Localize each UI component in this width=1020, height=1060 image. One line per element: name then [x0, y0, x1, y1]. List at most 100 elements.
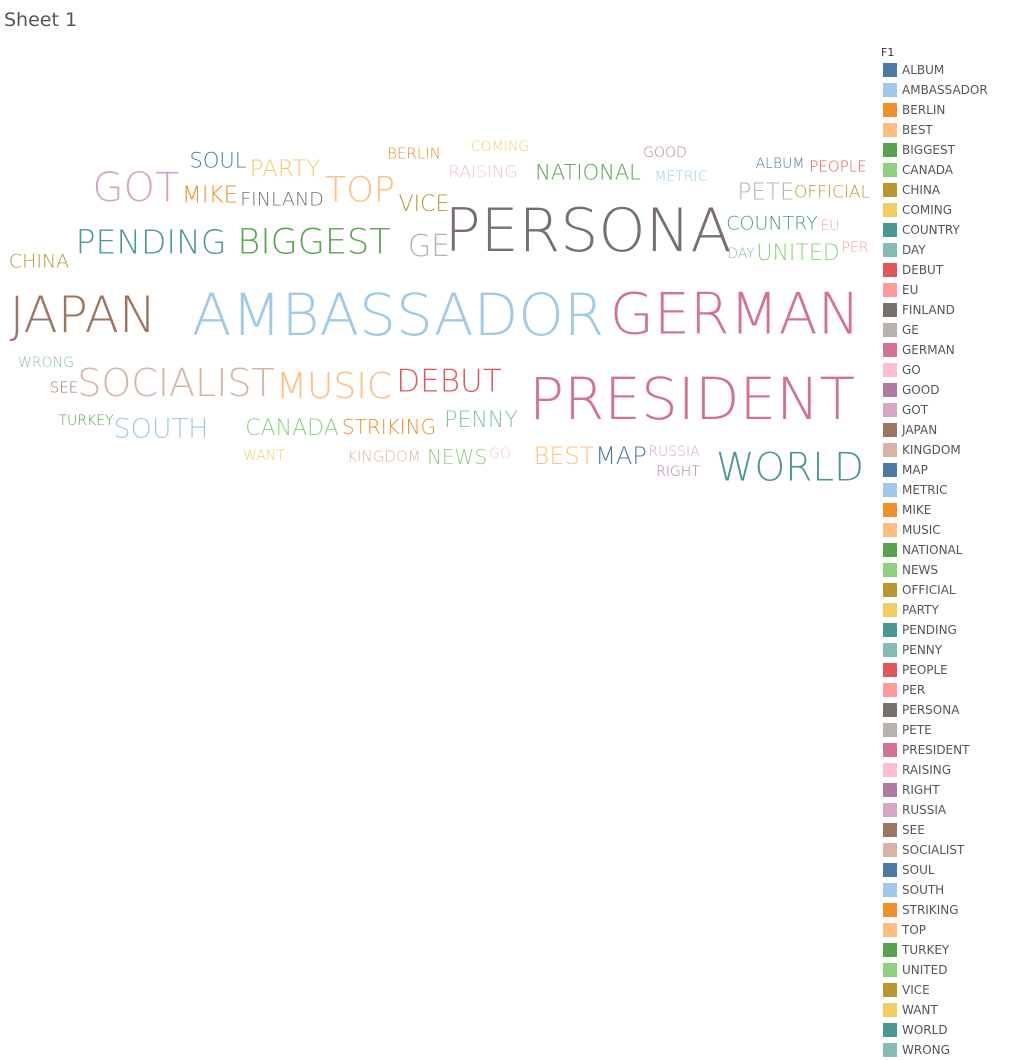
legend-item-mike[interactable]: MIKE	[881, 500, 1016, 520]
word-world: WORLD	[715, 445, 865, 491]
legend-item-go[interactable]: GO	[881, 360, 1016, 380]
legend-label: COMING	[902, 203, 952, 217]
legend-label: MAP	[902, 463, 928, 477]
word-pending: PENDING	[75, 222, 227, 262]
legend-label: ALBUM	[902, 63, 945, 77]
word-pete: PETE	[737, 179, 795, 206]
legend-item-canada[interactable]: CANADA	[881, 160, 1016, 180]
legend-label: MIKE	[902, 503, 932, 517]
legend-swatch	[883, 1043, 897, 1057]
legend-swatch	[883, 743, 897, 757]
legend-item-map[interactable]: MAP	[881, 460, 1016, 480]
legend-item-striking[interactable]: STRIKING	[881, 900, 1016, 920]
legend-item-russia[interactable]: RUSSIA	[881, 800, 1016, 820]
legend-item-penny[interactable]: PENNY	[881, 640, 1016, 660]
legend-item-album[interactable]: ALBUM	[881, 60, 1016, 80]
legend-item-pending[interactable]: PENDING	[881, 620, 1016, 640]
legend-item-persona[interactable]: PERSONA	[881, 700, 1016, 720]
legend-label: TOP	[902, 923, 927, 937]
word-good: GOOD	[643, 145, 687, 161]
legend-label: CHINA	[902, 183, 941, 197]
legend-label: JAPAN	[902, 423, 938, 437]
legend-label: OFFICIAL	[902, 583, 956, 597]
legend-item-finland[interactable]: FINLAND	[881, 300, 1016, 320]
legend-label: PERSONA	[902, 703, 960, 717]
word-day: DAY	[727, 246, 755, 262]
legend-item-ambassador[interactable]: AMBASSADOR	[881, 80, 1016, 100]
word-south: SOUTH	[113, 413, 209, 445]
legend-item-kingdom[interactable]: KINGDOM	[881, 440, 1016, 460]
legend-label: PRESIDENT	[902, 743, 970, 757]
legend-item-vice[interactable]: VICE	[881, 980, 1016, 1000]
legend-swatch	[883, 343, 897, 357]
legend-item-united[interactable]: UNITED	[881, 960, 1016, 980]
legend-item-president[interactable]: PRESIDENT	[881, 740, 1016, 760]
legend-item-music[interactable]: MUSIC	[881, 520, 1016, 540]
legend-swatch	[883, 203, 897, 217]
legend-item-news[interactable]: NEWS	[881, 560, 1016, 580]
legend-item-see[interactable]: SEE	[881, 820, 1016, 840]
legend-item-soul[interactable]: SOUL	[881, 860, 1016, 880]
legend-item-official[interactable]: OFFICIAL	[881, 580, 1016, 600]
legend-label: PENDING	[902, 623, 957, 637]
legend-swatch	[883, 463, 897, 477]
legend-label: VICE	[902, 983, 930, 997]
legend-item-world[interactable]: WORLD	[881, 1020, 1016, 1040]
legend-label: RIGHT	[902, 783, 940, 797]
word-president: PRESIDENT	[529, 365, 855, 433]
legend-item-berlin[interactable]: BERLIN	[881, 100, 1016, 120]
legend-item-raising[interactable]: RAISING	[881, 760, 1016, 780]
legend-swatch	[883, 103, 897, 117]
legend-swatch	[883, 263, 897, 277]
legend-item-biggest[interactable]: BIGGEST	[881, 140, 1016, 160]
legend-swatch	[883, 643, 897, 657]
legend-swatch	[883, 763, 897, 777]
legend-label: SEE	[902, 823, 925, 837]
legend-item-party[interactable]: PARTY	[881, 600, 1016, 620]
legend-item-south[interactable]: SOUTH	[881, 880, 1016, 900]
legend-swatch	[883, 243, 897, 257]
word-turkey: TURKEY	[58, 413, 114, 429]
legend-item-got[interactable]: GOT	[881, 400, 1016, 420]
legend-swatch	[883, 283, 897, 297]
legend-item-pete[interactable]: PETE	[881, 720, 1016, 740]
legend-item-per[interactable]: PER	[881, 680, 1016, 700]
legend-item-wrong[interactable]: WRONG	[881, 1040, 1016, 1060]
word-metric: METRIC	[654, 169, 708, 185]
legend-item-ge[interactable]: GE	[881, 320, 1016, 340]
legend-swatch	[883, 303, 897, 317]
legend-item-right[interactable]: RIGHT	[881, 780, 1016, 800]
legend-label: PENNY	[902, 643, 943, 657]
word-debut: DEBUT	[396, 363, 502, 400]
legend-item-socialist[interactable]: SOCIALIST	[881, 840, 1016, 860]
legend-label: STRIKING	[902, 903, 959, 917]
legend-item-german[interactable]: GERMAN	[881, 340, 1016, 360]
legend-item-japan[interactable]: JAPAN	[881, 420, 1016, 440]
legend-title: F1	[881, 46, 895, 59]
legend-item-debut[interactable]: DEBUT	[881, 260, 1016, 280]
legend-swatch	[883, 1023, 897, 1037]
legend-item-good[interactable]: GOOD	[881, 380, 1016, 400]
word-berlin: BERLIN	[387, 144, 441, 163]
legend-swatch	[883, 423, 897, 437]
legend-item-coming[interactable]: COMING	[881, 200, 1016, 220]
legend-item-national[interactable]: NATIONAL	[881, 540, 1016, 560]
legend-swatch	[883, 803, 897, 817]
sheet-title: Sheet 1	[4, 9, 78, 31]
legend-item-eu[interactable]: EU	[881, 280, 1016, 300]
legend-item-turkey[interactable]: TURKEY	[881, 940, 1016, 960]
legend-label: DAY	[902, 243, 926, 257]
legend-item-country[interactable]: COUNTRY	[881, 220, 1016, 240]
legend-item-metric[interactable]: METRIC	[881, 480, 1016, 500]
legend-item-china[interactable]: CHINA	[881, 180, 1016, 200]
word-penny: PENNY	[444, 408, 518, 433]
word-country: COUNTRY	[726, 212, 818, 235]
legend-item-people[interactable]: PEOPLE	[881, 660, 1016, 680]
legend-item-top[interactable]: TOP	[881, 920, 1016, 940]
legend-label: GO	[902, 363, 921, 377]
legend-item-day[interactable]: DAY	[881, 240, 1016, 260]
word-wrong: WRONG	[18, 355, 74, 371]
legend-item-want[interactable]: WANT	[881, 1000, 1016, 1020]
legend-item-best[interactable]: BEST	[881, 120, 1016, 140]
word-russia: RUSSIA	[648, 444, 700, 460]
